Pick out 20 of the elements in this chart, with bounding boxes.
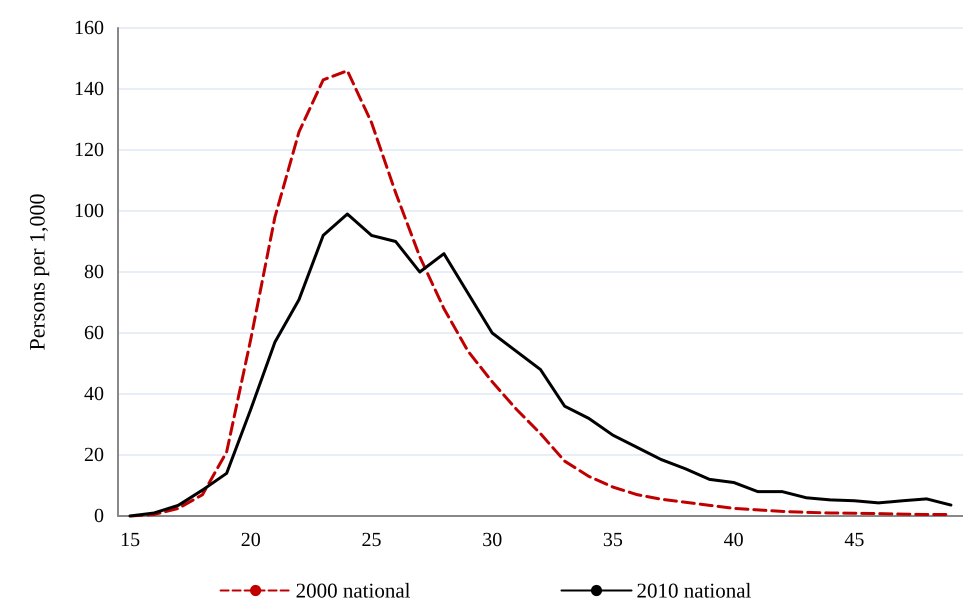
y-tick-label: 80 [84,261,104,283]
x-tick-label: 15 [120,529,140,551]
y-axis-title: Persons per 1,000 [24,193,50,351]
y-tick-label: 20 [84,444,104,466]
x-tick-label: 35 [602,529,623,551]
y-tick-label: 40 [84,383,104,405]
y-tick-label: 60 [84,322,104,344]
y-tick-label: 120 [74,139,104,161]
x-tick-label: 30 [482,529,502,551]
y-tick-label: 0 [94,505,104,527]
x-tick-label: 20 [240,529,261,551]
x-tick-label: 40 [724,529,744,551]
x-tick-label: 25 [362,529,382,551]
legend-label: 2010 national [636,578,752,602]
legend-label: 2000 national [296,578,411,602]
y-tick-label: 140 [74,78,104,100]
line-series [128,212,952,518]
y-tick-label: 100 [74,200,104,222]
y-tick-label: 160 [74,17,104,39]
x-tick-label: 45 [844,529,864,551]
